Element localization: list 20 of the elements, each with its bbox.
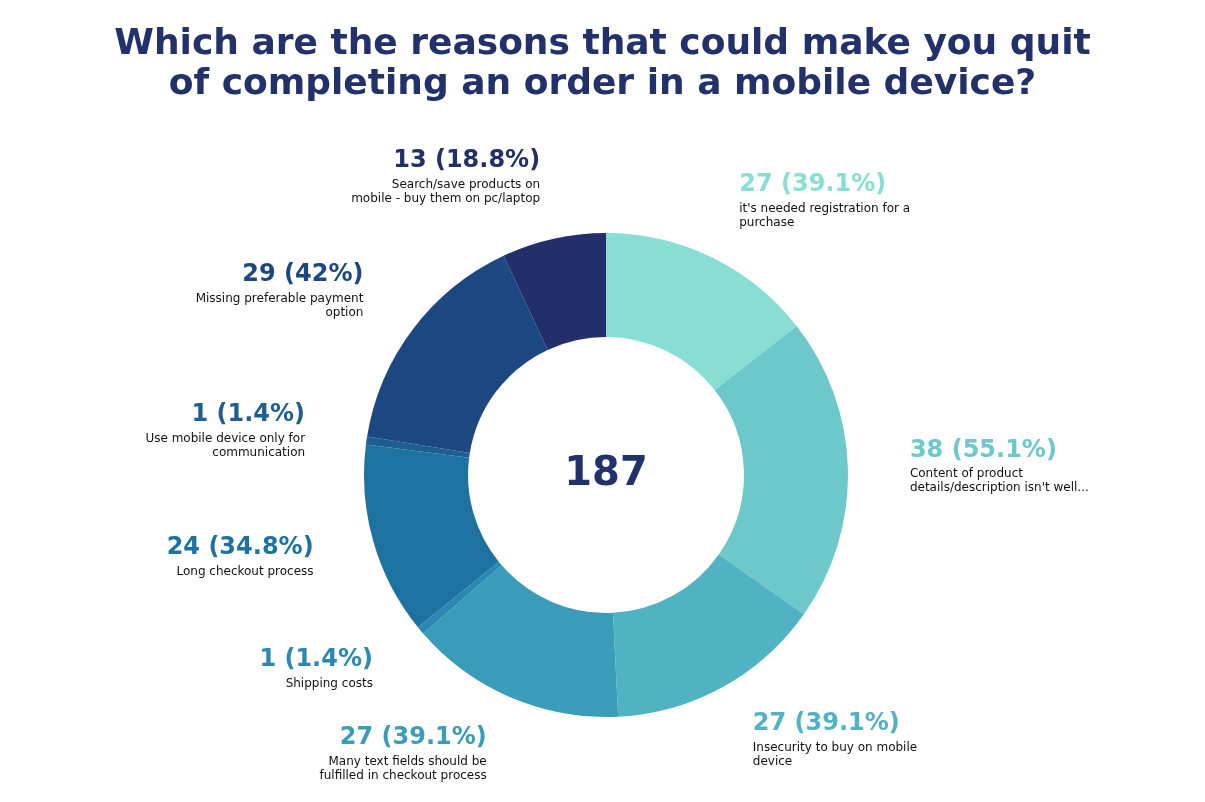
text: 187	[564, 448, 648, 495]
data-label: 13 (18.8%)	[393, 145, 541, 174]
data-label: 27 (39.1%)	[752, 708, 900, 737]
slice-label: Many text fields should be fulfilled in checkout process	[319, 753, 487, 782]
slice-label: Long checkout process	[176, 564, 314, 579]
data-label: 1 (1.4%)	[259, 644, 373, 673]
data-label: 27 (39.1%)	[739, 168, 887, 197]
slice-label: Missing preferable payment option	[195, 290, 364, 319]
slice-label: Content of product details/description isn't well...	[909, 466, 1089, 495]
slice-label: Shipping costs	[285, 676, 373, 691]
slice-label: Search/save products on mobile - buy them on pc/laptop	[351, 177, 541, 206]
slice-label: Insecurity to buy on mobile device	[752, 740, 918, 769]
data-label: 27 (39.1%)	[339, 721, 487, 750]
slice-label: it's needed registration for a purchase	[739, 200, 911, 229]
slice-label: Use mobile device only for communication	[145, 430, 306, 459]
data-label: 38 (55.1%)	[909, 434, 1057, 463]
data-label: 24 (34.8%)	[166, 532, 314, 561]
data-label: 29 (42%)	[242, 259, 364, 288]
chart-title: Which are the reasons that could make you quit of completing an order in a mobile device?	[113, 21, 1092, 104]
data-label: 1 (1.4%)	[191, 398, 306, 427]
